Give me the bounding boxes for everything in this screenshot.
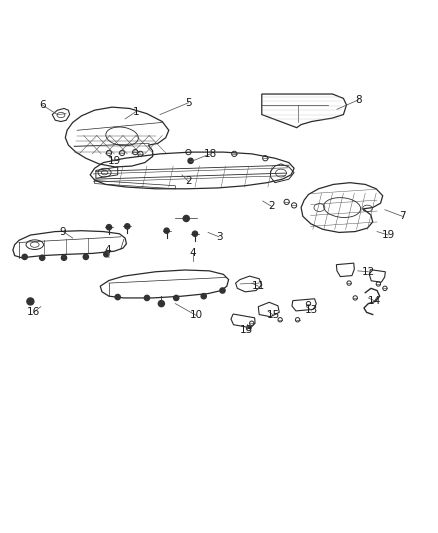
Circle shape <box>158 301 164 306</box>
Circle shape <box>106 224 112 230</box>
Text: 1: 1 <box>133 107 139 117</box>
Circle shape <box>188 158 193 164</box>
Text: 4: 4 <box>190 248 196 259</box>
Circle shape <box>183 215 189 222</box>
Circle shape <box>201 294 206 299</box>
Text: 13: 13 <box>305 305 318 315</box>
Circle shape <box>115 294 120 300</box>
Circle shape <box>125 224 130 229</box>
Circle shape <box>173 295 179 301</box>
Text: 13: 13 <box>240 325 253 335</box>
Text: 2: 2 <box>185 176 192 187</box>
Text: 15: 15 <box>267 310 280 320</box>
Text: 8: 8 <box>355 95 362 104</box>
Circle shape <box>164 228 169 233</box>
Text: 4: 4 <box>104 245 111 255</box>
Text: 19: 19 <box>382 230 395 240</box>
Text: 9: 9 <box>60 227 67 237</box>
Text: 14: 14 <box>367 296 381 305</box>
Text: 10: 10 <box>190 310 203 320</box>
Circle shape <box>104 252 109 257</box>
Circle shape <box>192 231 198 236</box>
Text: 5: 5 <box>185 98 192 108</box>
Circle shape <box>145 295 150 301</box>
Circle shape <box>61 255 67 261</box>
Circle shape <box>27 298 34 305</box>
Circle shape <box>39 255 45 261</box>
Circle shape <box>220 288 225 293</box>
Text: 12: 12 <box>362 266 375 277</box>
Text: 11: 11 <box>252 281 265 291</box>
Text: 18: 18 <box>204 149 217 159</box>
Text: 16: 16 <box>27 308 40 317</box>
Text: 2: 2 <box>268 201 275 211</box>
Circle shape <box>22 254 27 260</box>
Text: 19: 19 <box>108 156 121 166</box>
Text: 7: 7 <box>399 211 406 221</box>
Text: 6: 6 <box>39 100 46 110</box>
Text: 3: 3 <box>215 232 223 242</box>
Circle shape <box>83 254 88 260</box>
